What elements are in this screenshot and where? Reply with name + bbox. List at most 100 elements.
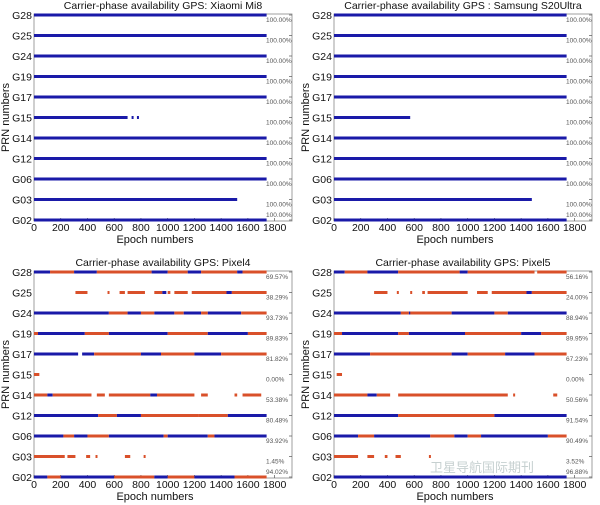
x-tick-label: 200 xyxy=(52,479,70,491)
availability-percentage: 100.00% xyxy=(566,38,592,45)
availability-percentage: 100.00% xyxy=(566,79,592,86)
x-tick-label: 600 xyxy=(105,222,123,234)
subplot-2: Carrier-phase availability GPS : Samsung… xyxy=(300,0,593,246)
availability-percentage: 100.00% xyxy=(266,140,292,147)
x-tick-label: 1400 xyxy=(509,222,533,234)
x-tick-label: 800 xyxy=(432,479,450,491)
availability-percentage: 24.00% xyxy=(566,295,588,302)
y-tick-label: G28 xyxy=(312,267,332,279)
y-tick-label: G14 xyxy=(12,133,32,145)
availability-percentage: 89.95% xyxy=(566,336,588,343)
x-tick-label: 200 xyxy=(52,222,70,234)
availability-percentage: 100.00% xyxy=(566,161,592,168)
x-tick-label: 800 xyxy=(432,222,450,234)
y-tick-label: G25 xyxy=(312,31,332,43)
x-axis-label: Epoch numbers xyxy=(116,234,194,246)
x-tick-label: 600 xyxy=(405,222,423,234)
availability-percentage: 100.00% xyxy=(266,38,292,45)
availability-percentage: 100.00% xyxy=(266,99,292,106)
y-tick-label: G02 xyxy=(12,215,32,227)
x-tick-label: 1200 xyxy=(183,222,207,234)
y-tick-label: G19 xyxy=(312,329,332,341)
availability-percentage: 100.00% xyxy=(266,17,292,24)
availability-percentage: 96.88% xyxy=(566,469,588,476)
y-tick-label: G15 xyxy=(312,113,332,125)
availability-percentage: 0.00% xyxy=(266,377,285,384)
axes-box xyxy=(333,270,593,479)
y-tick-label: G25 xyxy=(12,31,32,43)
subplot-3: Carrier-phase availability GPS: Pixel4 0 2… xyxy=(0,257,293,503)
y-tick-label: G28 xyxy=(12,10,32,22)
y-tick-label: G06 xyxy=(312,174,332,186)
y-tick-label: G25 xyxy=(12,288,32,300)
x-tick-label: 1000 xyxy=(456,479,480,491)
x-tick-label: 1800 xyxy=(263,479,287,491)
chart-title: Carrier-phase availability GPS: Pixel5 xyxy=(375,257,550,269)
availability-percentage: 100.00% xyxy=(266,79,292,86)
availability-percentage: 38.29% xyxy=(266,295,288,302)
availability-percentage: 100.00% xyxy=(566,58,592,65)
x-tick-label: 800 xyxy=(132,479,150,491)
x-tick-label: 200 xyxy=(352,479,370,491)
y-tick-label: G12 xyxy=(312,154,332,166)
chart-title: Carrier-phase availability GPS: Pixel4 xyxy=(75,257,250,269)
availability-percentage: 93.73% xyxy=(266,315,288,322)
x-tick-label: 0 xyxy=(331,479,337,491)
x-tick-label: 1200 xyxy=(483,222,507,234)
availability-percentage: 53.38% xyxy=(266,397,288,404)
availability-percentage: 100.00% xyxy=(566,202,592,209)
availability-percentage: 90.49% xyxy=(566,438,588,445)
x-tick-label: 1200 xyxy=(183,479,207,491)
x-tick-label: 400 xyxy=(379,479,397,491)
y-tick-label: G19 xyxy=(12,72,32,84)
y-axis-label: PRN numbers xyxy=(0,339,12,409)
x-tick-label: 1400 xyxy=(509,479,533,491)
availability-percentage: 91.54% xyxy=(566,418,588,425)
availability-percentage: 100.00% xyxy=(566,120,592,127)
y-tick-label: G15 xyxy=(312,370,332,382)
x-tick-label: 1800 xyxy=(563,222,587,234)
y-tick-label: G17 xyxy=(312,349,332,361)
y-tick-label: G03 xyxy=(312,452,332,464)
watermark: 卫星导航国际期刊 xyxy=(430,460,534,475)
x-tick-label: 0 xyxy=(31,479,37,491)
availability-percentage: 93.92% xyxy=(266,438,288,445)
y-tick-label: G24 xyxy=(312,51,332,63)
x-tick-label: 1400 xyxy=(209,222,233,234)
x-tick-label: 1600 xyxy=(536,222,560,234)
x-tick-label: 800 xyxy=(132,222,150,234)
x-tick-label: 200 xyxy=(352,222,370,234)
x-tick-label: 1400 xyxy=(209,479,233,491)
availability-percentage: 94.02% xyxy=(266,469,288,476)
x-tick-label: 0 xyxy=(31,222,37,234)
y-tick-label: G06 xyxy=(312,431,332,443)
y-tick-label: G17 xyxy=(12,349,32,361)
x-axis-label: Epoch numbers xyxy=(116,491,194,503)
y-tick-label: G28 xyxy=(12,267,32,279)
y-tick-label: G15 xyxy=(12,113,32,125)
y-tick-label: G28 xyxy=(312,10,332,22)
y-tick-label: G06 xyxy=(12,431,32,443)
availability-percentage: 81.82% xyxy=(266,356,288,363)
x-tick-label: 1600 xyxy=(236,479,260,491)
y-tick-label: G24 xyxy=(312,308,332,320)
y-tick-label: G06 xyxy=(12,174,32,186)
availability-percentage: 100.00% xyxy=(266,202,292,209)
y-tick-label: G12 xyxy=(12,411,32,423)
x-axis-label: Epoch numbers xyxy=(416,234,494,246)
x-tick-label: 1000 xyxy=(156,479,180,491)
availability-percentage: 1.45% xyxy=(266,459,285,466)
x-tick-label: 1800 xyxy=(263,222,287,234)
availability-percentage: 100.00% xyxy=(266,120,292,127)
y-axis-label: PRN numbers xyxy=(300,82,312,152)
y-tick-label: G19 xyxy=(312,72,332,84)
y-tick-label: G24 xyxy=(12,308,32,320)
y-tick-label: G19 xyxy=(12,329,32,341)
availability-percentage: 50.56% xyxy=(566,397,588,404)
y-tick-label: G14 xyxy=(312,133,332,145)
x-tick-label: 400 xyxy=(79,222,97,234)
availability-percentage: 100.00% xyxy=(266,212,292,219)
availability-percentage: 89.83% xyxy=(266,336,288,343)
y-tick-label: G25 xyxy=(312,288,332,300)
x-tick-label: 1600 xyxy=(236,222,260,234)
